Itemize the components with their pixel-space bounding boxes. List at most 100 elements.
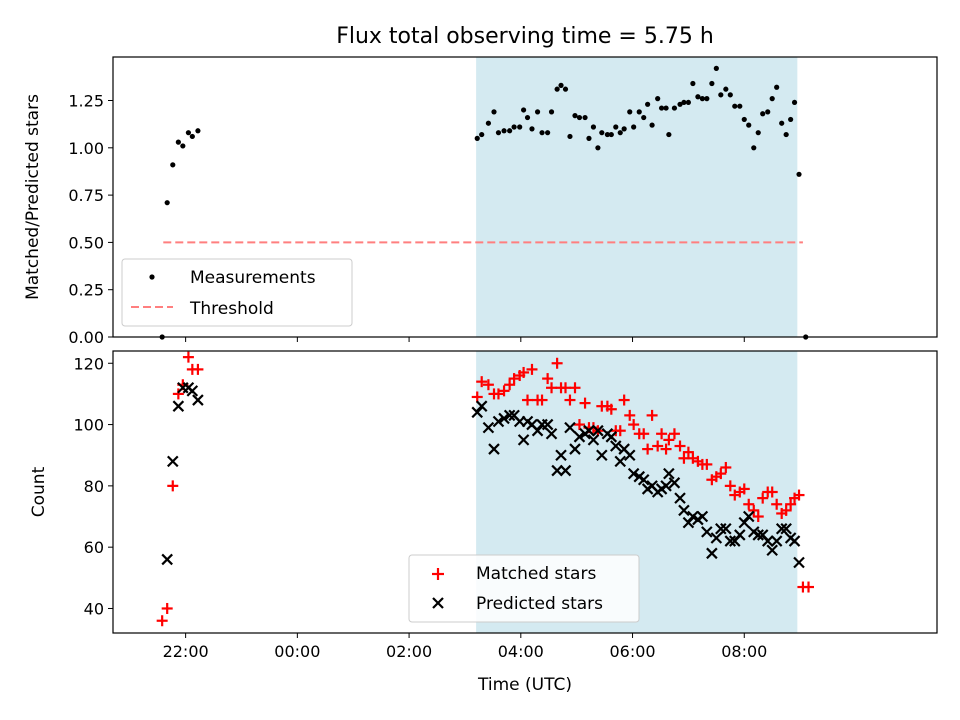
top-shaded-span [476, 57, 798, 337]
x-tick-label: 22:00 [163, 642, 209, 661]
bottom-x-ticks: 22:00 00:00 02:00 04:00 06:00 08:00 [163, 633, 767, 661]
bottom-y-ticks: 40 60 80 100 120 [73, 354, 113, 618]
measurement-point [572, 113, 578, 119]
matched-star-point [674, 440, 686, 452]
x-axis-label: Time (UTC) [477, 675, 572, 695]
x-tick-label: 00:00 [274, 642, 320, 661]
measurement-point [690, 80, 696, 87]
measurement-point [655, 96, 661, 102]
matched-star-point [785, 498, 797, 510]
matched-star-point [663, 434, 675, 446]
top-y-tick-label: 1.00 [68, 139, 104, 158]
matched-star-point [618, 394, 630, 406]
matched-star-point [579, 397, 591, 409]
top-y-tick-label: 0.50 [68, 233, 104, 252]
measurement-point [751, 145, 757, 151]
matched-star-point [752, 511, 764, 523]
matched-star-point [668, 428, 680, 440]
measurement-point [727, 92, 733, 98]
predicted-star-point [752, 529, 765, 541]
predicted-star-point [710, 532, 723, 544]
predicted-star-point [780, 523, 792, 535]
matched-star-point [652, 440, 664, 452]
matched-star-point [628, 419, 640, 431]
matched-star-point [542, 373, 554, 385]
matched-star-point [182, 351, 194, 363]
bottom-axes-frame [112, 350, 938, 634]
matched-star-point [172, 388, 184, 400]
measurement-point [524, 114, 531, 121]
measurement-point [713, 65, 719, 71]
measurement-point [613, 124, 619, 130]
measurement-point [548, 109, 555, 115]
predicted-star-point [545, 427, 558, 440]
measurement-point [529, 126, 535, 132]
matched-star-point [508, 373, 520, 385]
measurement-point [774, 84, 780, 90]
measurement-point [189, 133, 195, 140]
matched-star-point [526, 363, 538, 375]
measurement-point [604, 131, 611, 138]
measurement-point [479, 131, 485, 138]
predicted-star-point [761, 535, 774, 547]
predicted-star-point [660, 480, 672, 492]
measurement-point [671, 105, 678, 111]
predicted-star-point [610, 440, 622, 452]
matched-star-point [780, 504, 792, 516]
x-tick-label: 06:00 [609, 642, 655, 661]
predicted-star-point [559, 464, 572, 477]
top-y-tick-label: 0.00 [68, 328, 104, 347]
measurement-point [755, 130, 761, 136]
predicted-star-point [503, 409, 516, 422]
top-x-ticks [185, 337, 745, 342]
predicted-star-point [674, 492, 686, 504]
matched-star-point [766, 486, 778, 498]
matched-star-point [738, 483, 750, 495]
matched-star-point [803, 581, 815, 593]
measurement-point [595, 145, 601, 151]
top-y-axis-label: Matched/Predicted stars [23, 94, 43, 300]
matched-star-point [560, 382, 572, 394]
top-y-tick-label: 0.25 [68, 281, 104, 300]
predicted-star-point [637, 473, 650, 486]
predicted-star-point [531, 424, 544, 437]
measurement-point [554, 86, 560, 92]
measurement-point [760, 111, 766, 117]
matched-star-point [624, 409, 636, 421]
matched-star-point [492, 388, 504, 400]
predicted-star-point [482, 421, 495, 434]
measurement-point [517, 124, 523, 130]
predicted-star-point [706, 547, 718, 560]
predicted-star-point [724, 535, 737, 547]
matched-star-point [605, 403, 617, 415]
matched-star-point [504, 379, 516, 391]
predicted-star-point [701, 526, 713, 538]
matched-stars-points [156, 351, 815, 627]
measurement-point [621, 126, 627, 132]
measurement-point [586, 135, 592, 141]
top-legend: Measurements Threshold [121, 258, 353, 327]
measurement-point [636, 109, 642, 115]
predicted-star-point [587, 434, 600, 446]
top-y-tick-label: 0.75 [68, 186, 104, 205]
measurement-point [545, 130, 551, 136]
predicted-star-point [788, 535, 801, 547]
measurement-point [663, 105, 669, 111]
matched-star-point [167, 480, 179, 492]
measurement-point [175, 139, 181, 145]
predicted-star-point [573, 431, 586, 443]
predicted-star-point [766, 544, 778, 557]
matched-star-point [682, 446, 694, 458]
predicted-star-point [596, 449, 608, 461]
measurement-point [576, 114, 583, 121]
matched-star-point [161, 602, 173, 614]
matched-star-point [156, 615, 168, 627]
matched-star-point [476, 376, 488, 388]
predicted-star-point [738, 516, 751, 529]
predicted-star-point [541, 418, 554, 431]
measurement-point [485, 120, 492, 126]
predicted-star-point [770, 535, 783, 547]
bottom-panel: 40 60 80 100 120 22:00 00:00 02:00 04:00 06:00 08… [29, 350, 938, 695]
measurement-point [558, 82, 564, 88]
predicted-star-point [498, 412, 510, 425]
